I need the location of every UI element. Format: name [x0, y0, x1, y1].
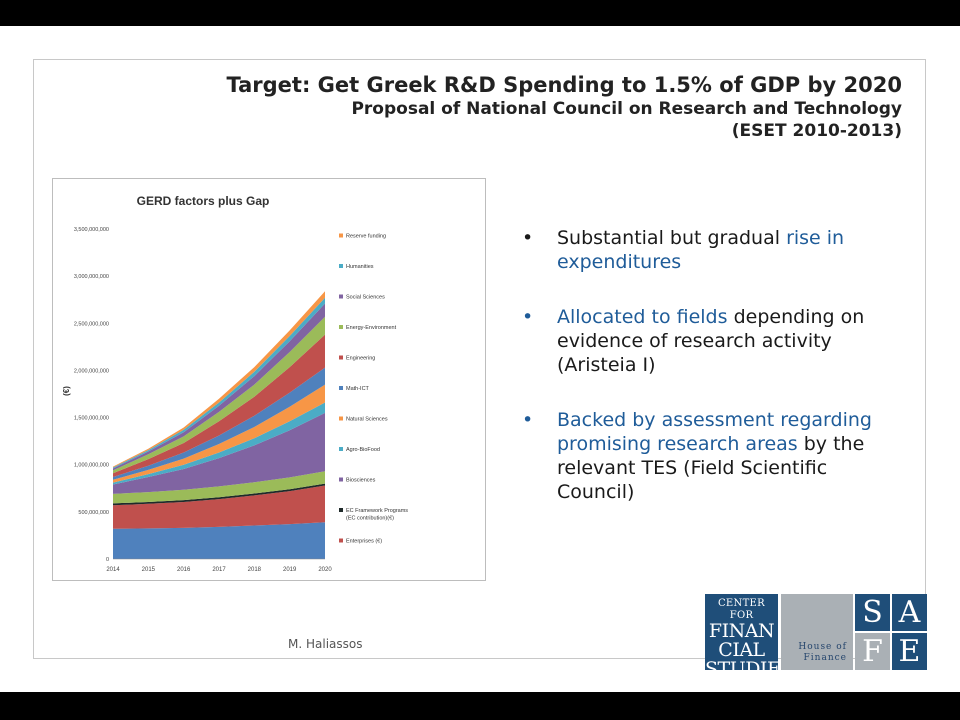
hof-logo-text: House of Finance — [798, 642, 847, 664]
title-line-3: (ESET 2010-2013) — [731, 121, 902, 141]
bullet-item: • Backed by assessment regarding promisin… — [522, 408, 892, 504]
y-tick-label: 0 — [106, 557, 109, 563]
y-tick-label: 2,000,000,000 — [74, 368, 109, 374]
legend-label: Math-ICT — [346, 386, 370, 392]
legend-swatch — [339, 477, 343, 482]
house-of-finance-logo: House of Finance — [781, 594, 853, 670]
y-tick-label: 500,000,000 — [78, 510, 109, 516]
legend-swatch — [339, 264, 343, 268]
x-tick-label: 2016 — [177, 567, 191, 573]
cfs-logo: CENTER FOR FINAN CIAL STUDIES — [705, 594, 793, 679]
hof-logo-line: Finance — [803, 653, 847, 663]
bullet-text: depending on evidence of research activi… — [557, 306, 865, 376]
legend-swatch — [339, 294, 343, 299]
legend-swatch — [339, 538, 343, 543]
bullet-item: • Allocated to fields depending on eviden… — [522, 305, 892, 377]
legend-label: Enterprises (€) — [346, 539, 382, 545]
y-tick-label: 3,000,000,000 — [74, 274, 109, 280]
x-tick-label: 2019 — [283, 567, 297, 573]
area-series — [113, 471, 325, 504]
x-tick-label: 2017 — [212, 567, 226, 573]
bullet-item: • Substantial but gradual rise in expendi… — [522, 226, 892, 274]
x-tick-label: 2020 — [318, 567, 332, 573]
cfs-logo-line: CIAL — [718, 639, 765, 661]
bullet-marker: • — [522, 409, 534, 431]
chart-panel: GERD factors plus Gap (€) 0 500,000,000 1,00… — [52, 178, 486, 581]
x-tick-label: 2014 — [106, 567, 120, 573]
legend-label: Engineering — [346, 356, 375, 362]
x-tick-label: 2018 — [248, 567, 262, 573]
footer-author: M. Haliassos — [288, 637, 363, 651]
bullet-marker: • — [522, 227, 534, 249]
x-tick-label: 2015 — [142, 567, 156, 573]
bullet-list: • Substantial but gradual rise in expendi… — [522, 226, 892, 535]
legend-swatch — [339, 325, 343, 329]
cfs-logo-line: CENTER FOR — [717, 598, 765, 621]
slide-frame — [33, 59, 926, 659]
legend-swatch — [339, 233, 343, 238]
legend-label: Reserve funding — [346, 234, 386, 240]
safe-letter: S — [855, 594, 890, 631]
area-series — [113, 412, 325, 494]
title-line-1: Target: Get Greek R&D Spending to 1.5% o… — [226, 73, 902, 97]
legend-swatch — [339, 386, 343, 390]
legend-swatch — [339, 447, 343, 451]
legend-label: Humanities — [346, 264, 374, 270]
bullet-highlight-text: rise in expenditures — [557, 227, 845, 273]
hof-logo-line: House of — [798, 642, 847, 652]
legend-label: Biosciences — [346, 478, 376, 484]
y-tick-label: 3,500,000,000 — [74, 227, 109, 233]
legend-label: Social Sciences — [346, 295, 385, 301]
area-series — [113, 483, 325, 506]
safe-letter: F — [855, 633, 890, 670]
bullet-highlight-text: Allocated to fields — [557, 306, 728, 328]
area-series — [113, 485, 325, 529]
area-series — [113, 522, 325, 559]
legend-label: Natural Sciences — [346, 417, 388, 423]
y-tick-label: 2,500,000,000 — [74, 321, 109, 327]
gerd-area-chart: GERD factors plus Gap (€) 0 500,000,000 1,00… — [62, 194, 408, 573]
legend-label: (EC contribution)(€) — [346, 516, 394, 522]
legend-swatch — [339, 416, 343, 421]
bullet-marker: • — [522, 306, 534, 328]
bullet-text: by the relevant TES (Field Scientific Co… — [557, 433, 865, 503]
y-tick-label: 1,000,000,000 — [74, 463, 109, 469]
y-tick-label: 1,500,000,000 — [74, 416, 109, 422]
cfs-logo-line: FINAN — [708, 620, 775, 642]
chart-title: GERD factors plus Gap — [137, 194, 270, 208]
safe-letter: E — [892, 633, 927, 670]
bullet-highlight-text: Backed by assessment regarding promising… — [557, 409, 872, 455]
safe-letter: A — [892, 594, 927, 631]
top-black-bar — [0, 0, 960, 26]
bottom-black-bar — [0, 692, 960, 720]
legend-label: EC Framework Programs — [346, 508, 408, 514]
legend-swatch — [339, 508, 343, 512]
bullet-text: Substantial but gradual — [557, 227, 787, 249]
y-axis-label: (€) — [62, 386, 71, 396]
legend-label: Energy-Environment — [346, 325, 397, 331]
title-line-2: Proposal of National Council on Research… — [351, 99, 902, 119]
slide-title: Target: Get Greek R&D Spending to 1.5% o… — [142, 72, 902, 142]
cfs-logo-line: STUDIES — [705, 658, 793, 680]
legend-label: Agro-BioFood — [346, 447, 380, 453]
legend-swatch — [339, 355, 343, 360]
safe-logo: S A F E — [855, 594, 928, 670]
